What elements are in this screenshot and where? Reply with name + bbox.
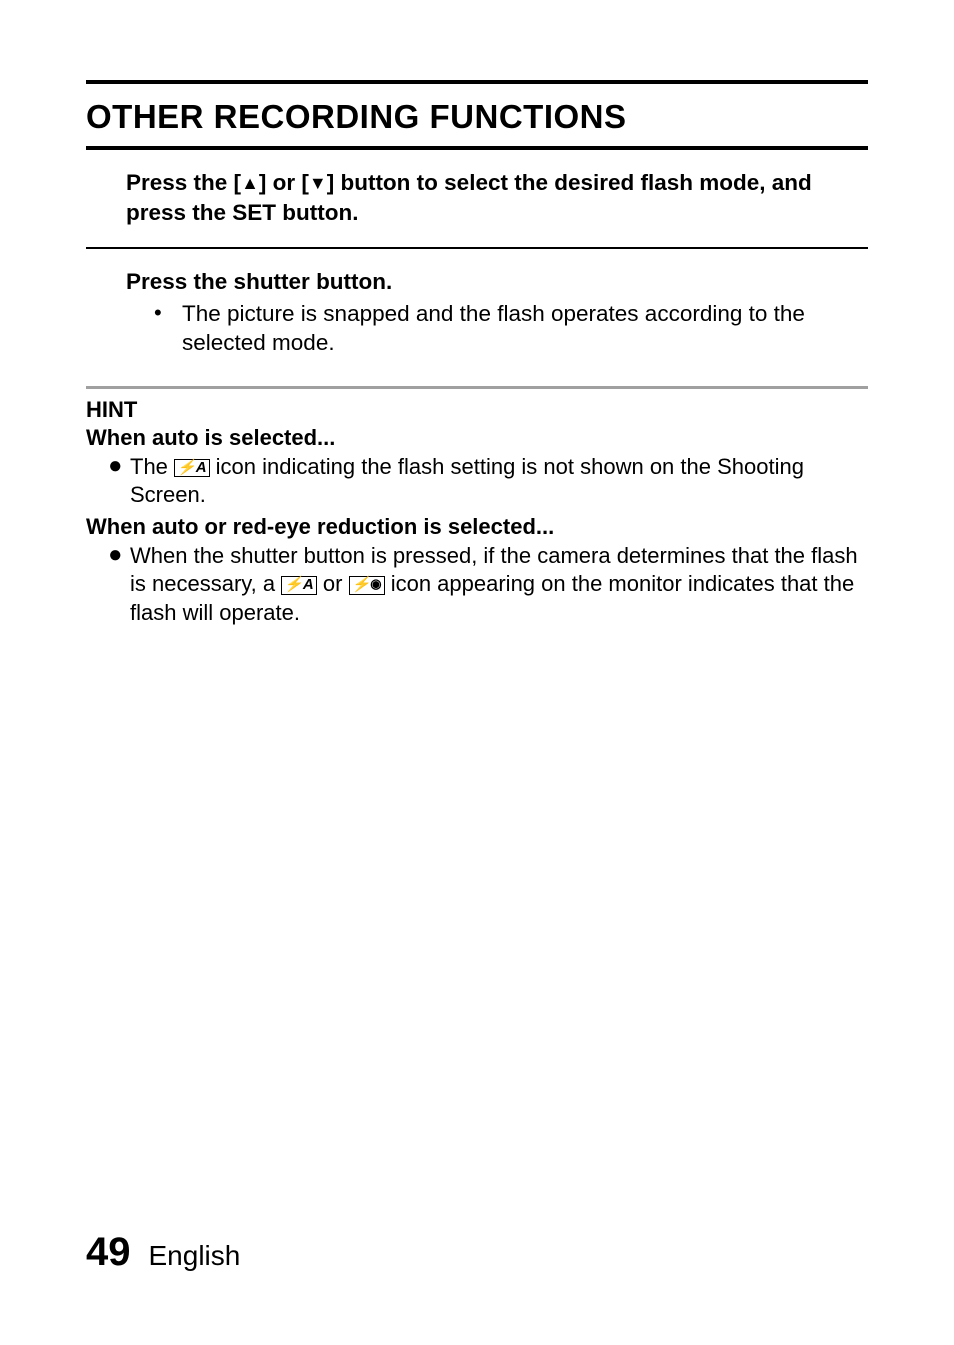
rule-under-title xyxy=(86,146,868,150)
step-2-body: • The picture is snapped and the flash o… xyxy=(86,299,868,358)
hint-label: HINT xyxy=(86,397,868,423)
hint1-post: icon indicating the flash setting is not… xyxy=(130,454,804,508)
step-1: Press the [▲] or [▼] button to select th… xyxy=(86,168,868,229)
hint-block: HINT When auto is selected... ● The ⚡A i… xyxy=(86,397,868,628)
bullet-round-icon: ● xyxy=(108,542,130,568)
hint-subtitle-1: When auto is selected... xyxy=(86,425,868,451)
language-label: English xyxy=(149,1240,241,1272)
step-1-text-mid: ] or [ xyxy=(259,170,309,195)
page-number: 49 xyxy=(86,1230,131,1275)
flash-auto-icon: ⚡A xyxy=(174,459,210,478)
manual-page: OTHER RECORDING FUNCTIONS Press the [▲] … xyxy=(0,0,954,1345)
step-2: Press the shutter button. • The picture … xyxy=(86,267,868,358)
hint-body-1: ● The ⚡A icon indicating the flash setti… xyxy=(86,453,868,510)
bullet-round-icon: ● xyxy=(108,453,130,479)
step-1-text-pre: Press the [ xyxy=(126,170,241,195)
hint-body-2: ● When the shutter button is pressed, if… xyxy=(86,542,868,628)
rule-gray xyxy=(86,386,868,389)
flash-auto-icon: ⚡A xyxy=(281,576,317,595)
bullet-dot-icon: • xyxy=(154,299,182,328)
step-2-bullet-text: The picture is snapped and the flash ope… xyxy=(182,299,868,358)
rule-mid xyxy=(86,247,868,249)
step-1-head: Press the [▲] or [▼] button to select th… xyxy=(86,168,868,229)
page-title: OTHER RECORDING FUNCTIONS xyxy=(86,98,868,136)
page-footer: 49 English xyxy=(86,1230,240,1275)
hint1-pre: The xyxy=(130,454,174,479)
hint2-mid: or xyxy=(323,571,349,596)
down-triangle-icon: ▼ xyxy=(309,171,327,195)
flash-redeye-icon: ⚡◉ xyxy=(349,576,385,595)
hint-subtitle-2: When auto or red-eye reduction is select… xyxy=(86,514,868,540)
step-2-head: Press the shutter button. xyxy=(86,267,868,297)
up-triangle-icon: ▲ xyxy=(241,171,259,195)
rule-top xyxy=(86,80,868,84)
